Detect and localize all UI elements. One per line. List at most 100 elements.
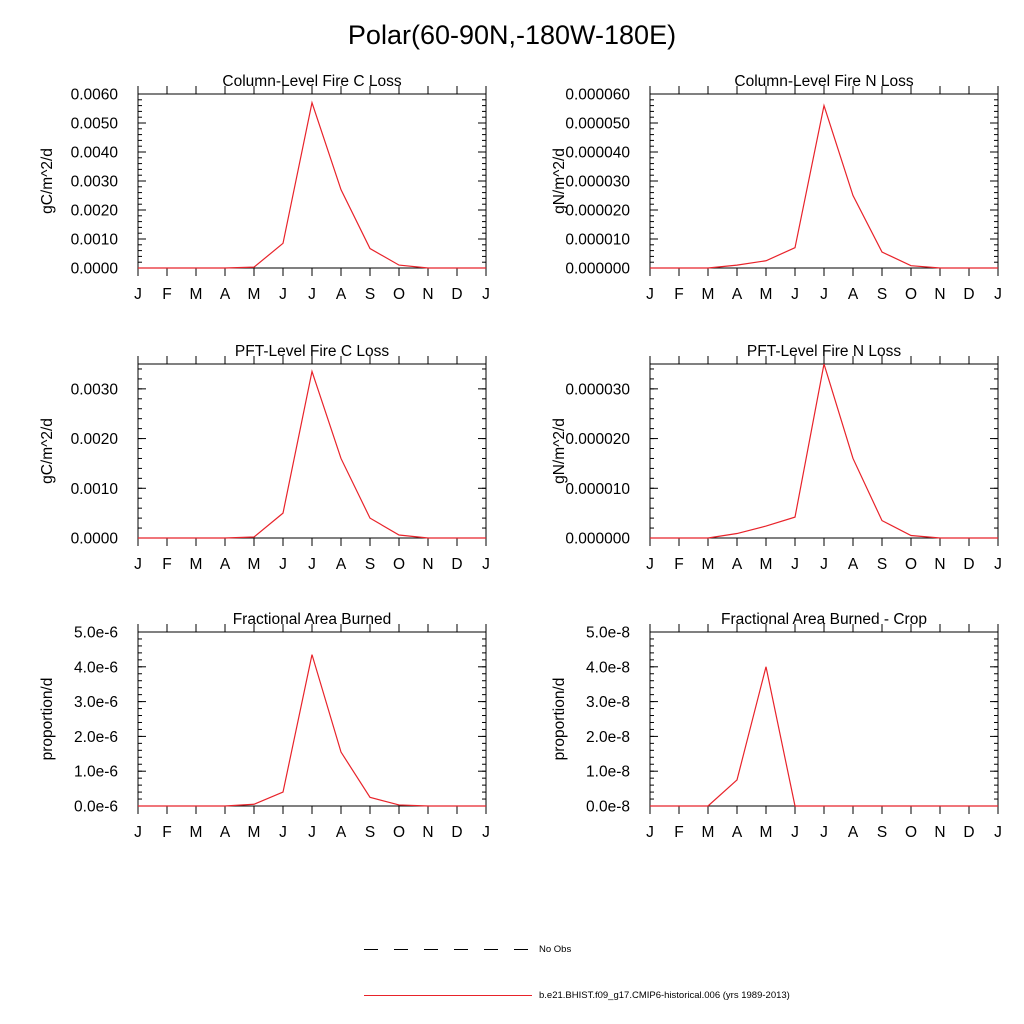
x-tick-label: M [248, 286, 261, 303]
series-line [650, 363, 998, 539]
x-tick-label: M [248, 556, 261, 573]
x-tick-label: J [791, 824, 799, 841]
x-tick-label: J [646, 286, 654, 303]
y-axis-label: gN/m^2/d [551, 418, 568, 484]
x-tick-label: J [279, 556, 287, 573]
y-tick-label: 0.000030 [565, 381, 630, 398]
chart-column-fire-n-loss: Column-Level Fire N Loss gN/m^2/d 0.000000… [551, 73, 1002, 303]
x-tick-label: J [308, 824, 316, 841]
chart-title: Column-Level Fire C Loss [222, 73, 401, 90]
x-tick-label: D [451, 824, 462, 841]
x-tick-label: J [482, 286, 490, 303]
chart-title: PFT-Level Fire C Loss [235, 343, 389, 360]
series-line [138, 100, 486, 269]
chart-fractional-area-burned-crop: Fractional Area Burned - Crop proportion/… [551, 611, 1002, 841]
x-tick-label: D [963, 556, 974, 573]
x-tick-label: J [820, 824, 828, 841]
legend-swatch-solid [364, 994, 532, 996]
x-tick-label: M [760, 286, 773, 303]
x-tick-label: D [963, 824, 974, 841]
x-tick-label: J [791, 556, 799, 573]
series-line [650, 103, 998, 269]
x-tick-label: J [994, 556, 1002, 573]
x-tick-label: M [702, 556, 715, 573]
chart-title: Column-Level Fire N Loss [734, 73, 913, 90]
x-tick-label: F [674, 824, 683, 841]
y-tick-label: 0.000020 [565, 203, 630, 220]
x-tick-label: J [646, 556, 654, 573]
y-tick-label: 0.000000 [565, 261, 630, 278]
x-tick-label: A [220, 556, 231, 573]
x-tick-label: S [365, 556, 375, 573]
chart-title: Fractional Area Burned [233, 611, 392, 628]
x-tick-label: O [393, 556, 405, 573]
x-tick-label: A [732, 824, 743, 841]
x-tick-label: F [162, 286, 171, 303]
y-tick-label: 0.000040 [565, 145, 630, 162]
x-tick-label: M [190, 556, 203, 573]
legend-item-model: b.e21.BHIST.f09_g17.CMIP6-historical.006… [364, 988, 790, 1002]
y-tick-label: 4.0e-8 [586, 659, 630, 676]
x-tick-label: M [702, 824, 715, 841]
y-tick-label: 0.0030 [71, 381, 119, 398]
y-tick-label: 0.000030 [565, 174, 630, 191]
x-tick-label: J [994, 824, 1002, 841]
x-tick-label: J [308, 556, 316, 573]
x-tick-label: D [963, 286, 974, 303]
plot-frame [137, 93, 487, 269]
x-tick-label: J [482, 556, 490, 573]
x-tick-label: J [482, 824, 490, 841]
plot-frame [649, 363, 999, 539]
y-tick-label: 1.0e-8 [586, 764, 630, 781]
x-tick-label: S [365, 824, 375, 841]
chart-pft-fire-c-loss: PFT-Level Fire C Loss gC/m^2/d 0.0000 0.001… [39, 343, 490, 573]
x-tick-label: A [848, 556, 859, 573]
y-tick-label: 5.0e-8 [586, 625, 630, 642]
y-tick-label: 0.0000 [71, 531, 119, 548]
y-tick-label: 3.0e-8 [586, 694, 630, 711]
x-tick-label: J [134, 824, 142, 841]
y-tick-label: 0.000020 [565, 431, 630, 448]
y-tick-label: 0.0030 [71, 174, 119, 191]
chart-title: Fractional Area Burned - Crop [721, 611, 927, 628]
x-tick-label: M [760, 824, 773, 841]
x-tick-label: S [365, 286, 375, 303]
plot-frame [649, 631, 999, 807]
y-tick-label: 0.000000 [565, 531, 630, 548]
y-axis-label: gC/m^2/d [39, 148, 56, 214]
y-tick-label: 0.000050 [565, 116, 630, 133]
y-tick-label: 2.0e-8 [586, 729, 630, 746]
y-tick-label: 2.0e-6 [74, 729, 118, 746]
x-tick-label: N [422, 824, 433, 841]
x-tick-label: S [877, 824, 887, 841]
chart-pft-fire-n-loss: PFT-Level Fire N Loss gN/m^2/d 0.000000 0.0… [551, 343, 1002, 573]
y-tick-label: 0.0010 [71, 232, 119, 249]
series-line [650, 666, 998, 807]
x-tick-label: A [732, 286, 743, 303]
y-tick-label: 0.0020 [71, 203, 119, 220]
x-tick-label: D [451, 556, 462, 573]
x-tick-label: J [308, 286, 316, 303]
y-axis-label: gC/m^2/d [39, 418, 56, 484]
x-tick-label: F [162, 556, 171, 573]
y-tick-label: 0.0010 [71, 481, 119, 498]
legend-swatch-dashed [364, 948, 532, 950]
x-tick-label: J [791, 286, 799, 303]
chart-column-fire-c-loss: Column-Level Fire C Loss gC/m^2/d 0.0000 0.… [39, 73, 490, 303]
x-tick-label: A [220, 824, 231, 841]
x-tick-label: F [674, 556, 683, 573]
y-tick-label: 0.0e-8 [586, 799, 630, 816]
y-tick-label: 0.0040 [71, 145, 119, 162]
x-tick-label: S [877, 286, 887, 303]
y-tick-label: 5.0e-6 [74, 625, 118, 642]
x-tick-label: A [336, 556, 347, 573]
x-tick-label: F [674, 286, 683, 303]
x-tick-label: N [422, 286, 433, 303]
x-tick-label: A [732, 556, 743, 573]
y-axis-label: gN/m^2/d [551, 148, 568, 214]
x-tick-label: A [336, 824, 347, 841]
chart-fractional-area-burned: Fractional Area Burned proportion/d 0.0e-6… [39, 611, 490, 841]
x-tick-label: N [934, 286, 945, 303]
x-tick-label: J [646, 824, 654, 841]
x-tick-label: F [162, 824, 171, 841]
